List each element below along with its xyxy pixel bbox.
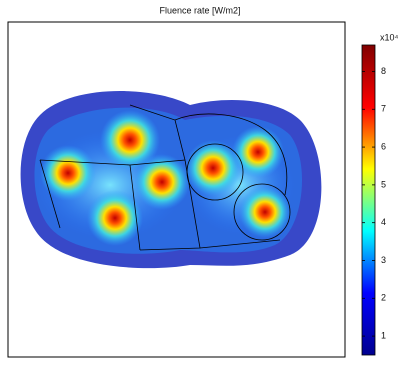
chart-title: Fluence rate [W/m2] — [159, 5, 240, 15]
hotspot — [239, 186, 291, 238]
colorbar-tick-label: 5 — [381, 179, 386, 189]
hotspot — [87, 190, 143, 246]
colorbar-tick-label: 1 — [381, 330, 386, 340]
field — [20, 91, 322, 269]
colorbar-tick-label: 7 — [381, 104, 386, 114]
colorbar-tick-label: 6 — [381, 141, 386, 151]
colorbar-tick-label: 8 — [381, 66, 386, 76]
hotspot — [134, 154, 190, 210]
colorbar-tick-label: 3 — [381, 255, 386, 265]
hotspot — [232, 126, 284, 178]
hotspot — [100, 110, 160, 170]
colorbar — [361, 44, 376, 356]
hotspot — [185, 140, 241, 196]
colorbar-tick-label: 4 — [381, 217, 386, 227]
boundaries — [39, 104, 291, 251]
colorbar-tick-label: 2 — [381, 293, 386, 303]
colorbar-label: x10⁴ — [380, 32, 399, 42]
hotspot — [40, 145, 96, 201]
